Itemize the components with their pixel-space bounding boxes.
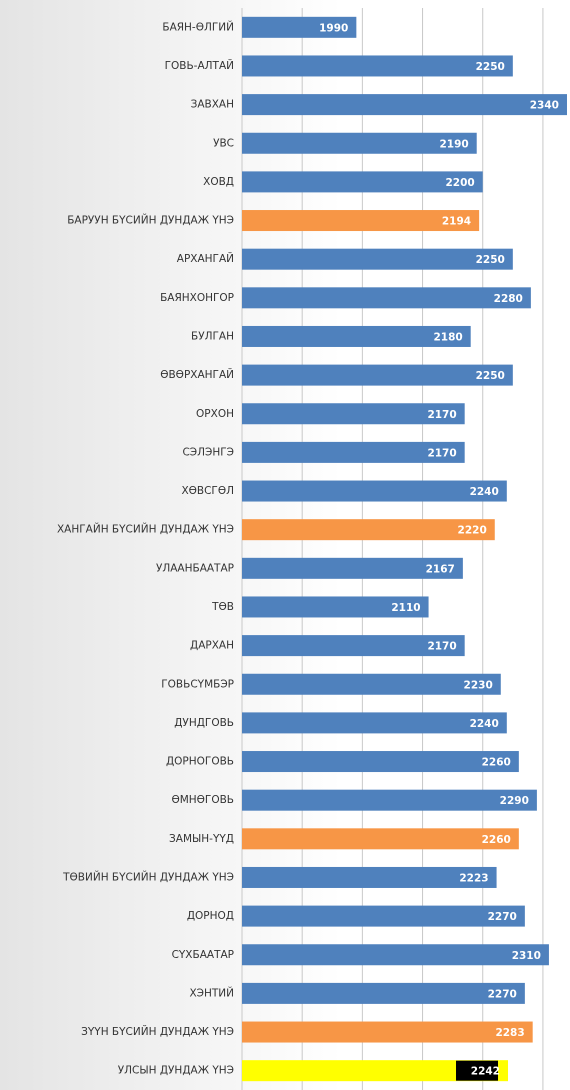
value-label: 2200	[445, 177, 474, 189]
category-label: УВС	[213, 137, 234, 149]
bar	[242, 712, 507, 734]
category-label: АРХАНГАЙ	[177, 252, 234, 265]
category-label: ОРХОН	[196, 408, 234, 420]
category-label: ЗАВХАН	[191, 99, 234, 111]
value-label: 2270	[488, 988, 517, 1000]
value-label: 2230	[464, 679, 493, 691]
value-label: 2250	[476, 254, 505, 266]
bar	[242, 16, 357, 38]
bar	[242, 751, 519, 773]
value-label: 2170	[427, 409, 456, 421]
category-label: ЗҮҮН БҮСИЙН ДУНДАЖ ҮНЭ	[81, 1025, 234, 1038]
value-label-box	[456, 1060, 499, 1081]
value-label: 2260	[482, 757, 511, 769]
bar	[242, 828, 519, 850]
category-label: ХӨВСГӨЛ	[181, 485, 234, 497]
bar	[242, 1060, 509, 1082]
category-label: СҮХБААТАР	[172, 949, 234, 961]
value-label: 2220	[458, 525, 487, 537]
category-label: БАЯН-ӨЛГИЙ	[162, 20, 234, 33]
value-label: 2310	[512, 950, 541, 962]
value-label: 2180	[433, 331, 462, 343]
value-label: 2290	[500, 795, 529, 807]
value-label: 2190	[439, 138, 468, 150]
bar	[242, 635, 465, 657]
value-label: 2194	[442, 216, 471, 228]
bar	[242, 132, 477, 154]
bar	[242, 248, 513, 270]
category-label: ДАРХАН	[190, 640, 234, 652]
bar	[242, 866, 497, 888]
category-label: УЛСЫН ДУНДАЖ ҮНЭ	[118, 1065, 234, 1077]
bar	[242, 1021, 533, 1043]
category-label: ХЭНТИЙ	[189, 986, 234, 999]
category-label: ДОРНОГОВЬ	[166, 756, 234, 768]
value-label: 2340	[530, 100, 559, 112]
bar	[242, 403, 465, 425]
category-label: ГОВЬ-АЛТАЙ	[165, 59, 234, 72]
bar	[242, 982, 525, 1004]
category-label: БУЛГАН	[191, 330, 234, 342]
category-label: ДУНДГОВЬ	[174, 717, 234, 729]
bar	[242, 441, 465, 463]
bar	[242, 789, 537, 811]
bar	[242, 287, 531, 309]
bar	[242, 944, 549, 966]
value-label: 2250	[476, 370, 505, 382]
value-label: 2242	[471, 1066, 500, 1078]
value-label: 2170	[427, 447, 456, 459]
category-label: ЗАМЫН-ҮҮД	[169, 833, 234, 845]
category-label: ГОВЬСҮМБЭР	[161, 678, 234, 690]
value-label: 2240	[470, 486, 499, 498]
category-label: ХАНГАЙН БҮСИЙН ДУНДАЖ ҮНЭ	[57, 523, 234, 536]
value-label: 2223	[459, 872, 488, 884]
category-label: СЭЛЭНГЭ	[182, 446, 234, 458]
bar	[242, 325, 471, 347]
category-label: ТӨВ	[211, 601, 234, 613]
bar	[242, 210, 480, 232]
bar	[242, 905, 525, 927]
category-label: ӨВӨРХАНГАЙ	[160, 368, 234, 381]
value-label: 1990	[319, 22, 348, 34]
bar	[242, 596, 429, 618]
bar	[242, 557, 463, 579]
category-label: БАЯНХОНГОР	[160, 292, 234, 304]
category-label: ХОВД	[203, 176, 234, 188]
value-label: 2250	[476, 61, 505, 73]
value-label: 2283	[495, 1027, 524, 1039]
bar	[242, 171, 483, 193]
category-label: БАРУУН БҮСИЙН ДУНДАЖ ҮНЭ	[67, 214, 234, 227]
category-label: УЛААНБААТАР	[156, 562, 234, 574]
category-label: ДОРНОД	[187, 910, 234, 922]
bar	[242, 94, 567, 116]
value-label: 2110	[391, 602, 420, 614]
category-label: ӨМНӨГОВЬ	[171, 794, 234, 806]
bar	[242, 480, 507, 502]
value-label: 2280	[494, 293, 523, 305]
category-label: ТӨВИЙН БҮСИЙН ДУНДАЖ ҮНЭ	[62, 870, 234, 883]
bar	[242, 519, 495, 541]
value-label: 2260	[482, 834, 511, 846]
bar	[242, 673, 501, 695]
value-label: 2167	[426, 563, 455, 575]
value-label: 2270	[488, 911, 517, 923]
bar	[242, 364, 513, 386]
value-label: 2170	[427, 641, 456, 653]
value-label: 2240	[470, 718, 499, 730]
bar	[242, 55, 513, 77]
